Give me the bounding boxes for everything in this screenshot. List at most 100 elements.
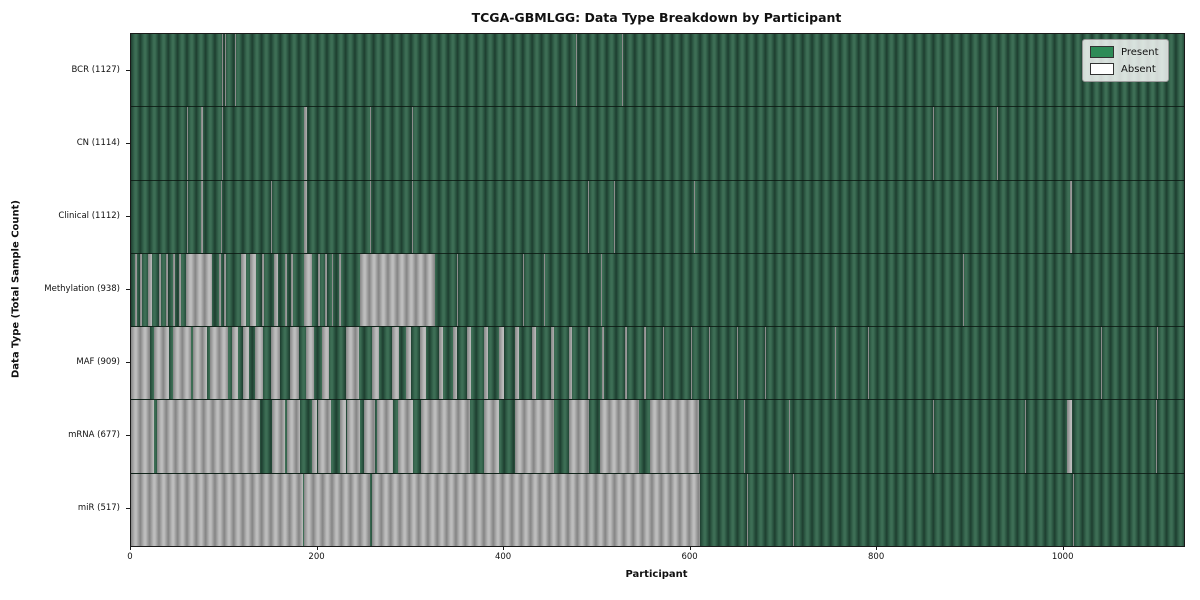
absent-segment: [242, 327, 249, 400]
absent-segment: [483, 400, 500, 473]
absent-segment: [743, 400, 745, 473]
x-tick-mark: [316, 546, 318, 550]
absent-segment: [186, 107, 188, 180]
absent-segment: [649, 400, 699, 473]
absent-segment: [225, 34, 227, 107]
absent-segment: [600, 400, 640, 473]
absent-segment: [291, 253, 294, 327]
chart-row-MAF: [131, 327, 1184, 401]
absent-segment: [131, 473, 303, 546]
y-tick-mark: [126, 508, 130, 510]
absent-segment: [166, 253, 169, 327]
absent-segment: [621, 34, 623, 107]
y-tick-mark: [126, 215, 130, 217]
absent-segment: [286, 400, 300, 473]
x-tick-label: 400: [494, 552, 512, 562]
absent-segment: [420, 327, 426, 400]
absent-segment: [369, 180, 371, 253]
absent-segment: [222, 107, 224, 180]
y-tick-mark: [126, 289, 130, 290]
absent-segment: [200, 107, 203, 180]
absent-segment: [690, 327, 693, 400]
absent-segment: [1156, 327, 1158, 400]
absent-segment: [933, 400, 935, 473]
plot-area: [130, 33, 1185, 547]
absent-segment: [231, 327, 239, 400]
absent-segment: [392, 327, 399, 400]
absent-segment: [515, 400, 555, 473]
absent-segment: [271, 400, 285, 473]
chart-title: TCGA-GBMLGG: Data Type Breakdown by Part…: [471, 10, 842, 25]
absent-segment: [218, 253, 221, 327]
absent-segment: [364, 400, 376, 473]
absent-segment: [602, 327, 604, 400]
absent-segment: [131, 327, 150, 400]
absent-segment: [179, 253, 182, 327]
absent-segment: [575, 34, 577, 107]
absent-segment: [1067, 400, 1073, 473]
absent-segment: [200, 180, 203, 253]
y-tick-label-miR: miR (517): [77, 503, 120, 514]
absent-segment: [186, 253, 213, 327]
absent-segment: [338, 253, 341, 327]
absent-segment: [614, 180, 616, 253]
absent-segment: [250, 253, 256, 327]
absent-segment: [625, 327, 628, 400]
absent-segment: [270, 180, 272, 253]
absent-segment: [1100, 327, 1102, 400]
absent-segment: [131, 400, 155, 473]
absent-segment: [515, 327, 519, 400]
y-axis-tick-labels: BCR (1127) CN (1114) Clinical (1112) Methyl…: [0, 33, 122, 545]
chart-row-BCR: [131, 34, 1184, 108]
absent-segment: [134, 253, 137, 327]
absent-segment: [438, 327, 443, 400]
absent-segment: [331, 253, 334, 327]
absent-segment: [550, 327, 554, 400]
absent-segment: [601, 253, 603, 327]
absent-segment: [411, 107, 413, 180]
absent-segment: [709, 327, 711, 400]
absent-segment: [457, 253, 459, 327]
x-tick-mark: [503, 546, 505, 550]
y-tick-mark: [126, 142, 130, 144]
absent-segment: [569, 400, 589, 473]
legend-label-present: Present: [1121, 46, 1159, 58]
chart-row-Methylation: [131, 253, 1184, 328]
legend-entry-present: Present: [1090, 46, 1159, 58]
absent-segment: [483, 327, 489, 400]
absent-segment: [1070, 180, 1073, 253]
legend-label-absent: Absent: [1121, 63, 1156, 75]
absent-segment: [421, 400, 470, 473]
x-tick-label: 600: [681, 552, 698, 562]
chart-row-Clinical: [131, 180, 1184, 254]
chart-row-mRNA: [131, 400, 1184, 474]
absent-segment: [154, 327, 170, 400]
absent-segment: [147, 253, 153, 327]
absent-segment: [347, 400, 361, 473]
absent-segment: [172, 253, 175, 327]
absent-segment: [318, 253, 321, 327]
absent-segment: [222, 34, 224, 107]
absent-segment: [172, 327, 191, 400]
absent-segment: [788, 400, 790, 473]
absent-segment: [317, 400, 331, 473]
absent-segment: [1024, 400, 1026, 473]
absent-segment: [289, 327, 299, 400]
absent-segment: [737, 327, 739, 400]
absent-segment: [371, 473, 700, 546]
x-tick-label: 0: [127, 552, 133, 562]
absent-swatch-icon: [1090, 63, 1114, 75]
legend: Present Absent: [1082, 39, 1169, 82]
absent-segment: [284, 253, 287, 327]
absent-segment: [933, 107, 935, 180]
absent-segment: [224, 253, 227, 327]
absent-segment: [406, 327, 411, 400]
x-tick-label: 200: [308, 552, 325, 562]
absent-segment: [235, 34, 237, 107]
absent-segment: [522, 253, 524, 327]
absent-segment: [322, 327, 329, 400]
absent-segment: [241, 253, 246, 327]
absent-segment: [532, 327, 536, 400]
absent-segment: [311, 400, 317, 473]
